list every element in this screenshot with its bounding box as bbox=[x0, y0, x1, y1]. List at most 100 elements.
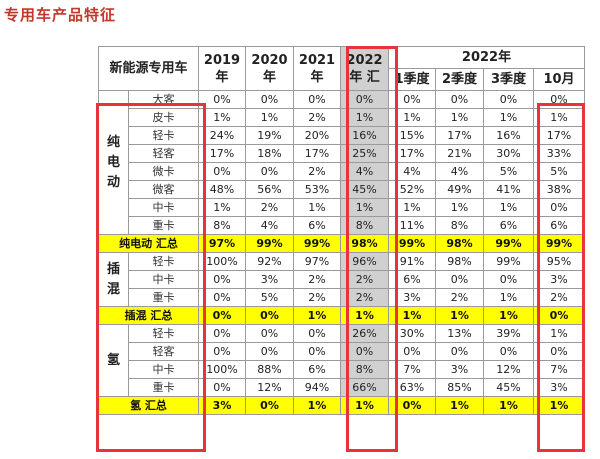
total-value-cell: 99% bbox=[245, 234, 295, 253]
value-cell: 100% bbox=[198, 360, 247, 379]
total-value-cell: 1% bbox=[435, 396, 485, 415]
value-cell: 0% bbox=[340, 90, 390, 109]
value-cell: 96% bbox=[340, 252, 390, 271]
total-row: 插混 汇总 0% 0% 1% 1% 1% 1% 1% 0% bbox=[97, 306, 586, 325]
value-cell: 100% bbox=[198, 252, 247, 271]
value-cell: 95% bbox=[533, 252, 586, 271]
value-cell: 0% bbox=[533, 198, 586, 217]
year-header-2019: 2019 年 bbox=[198, 46, 247, 91]
total-value-cell: 0% bbox=[245, 306, 295, 325]
value-cell: 15% bbox=[388, 126, 437, 145]
value-cell: 85% bbox=[435, 378, 485, 397]
quarter-header-q2: 2季度 bbox=[435, 68, 485, 91]
value-cell: 2% bbox=[533, 288, 586, 307]
value-cell: 0% bbox=[388, 342, 437, 361]
table-row: 轻卡 24% 19% 20% 16% 15% 17% 16% 17% bbox=[99, 126, 586, 145]
value-cell: 21% bbox=[435, 144, 485, 163]
subtype-label: 重卡 bbox=[127, 216, 200, 235]
value-cell: 3% bbox=[533, 378, 586, 397]
table-row: 微卡 0% 0% 2% 4% 4% 4% 5% 5% bbox=[99, 162, 586, 181]
value-cell: 0% bbox=[435, 342, 485, 361]
value-cell: 0% bbox=[483, 342, 535, 361]
page-title: 专用车产品特征 bbox=[4, 6, 117, 24]
value-cell: 8% bbox=[340, 216, 390, 235]
subtype-label: 中卡 bbox=[127, 270, 200, 289]
total-value-cell: 1% bbox=[483, 306, 535, 325]
corner-header: 新能源专用车 bbox=[97, 46, 200, 91]
value-cell: 97% bbox=[293, 252, 342, 271]
ev-special-vehicle-table: 新能源专用车 2019 年 2020 年 2021 年 2022 年 汇 2022年 1… bbox=[97, 46, 586, 415]
value-cell: 48% bbox=[198, 180, 247, 199]
value-cell: 41% bbox=[483, 180, 535, 199]
table-row: 中卡 0% 3% 2% 2% 6% 0% 0% 3% bbox=[99, 270, 586, 289]
subtype-label: 重卡 bbox=[127, 288, 200, 307]
value-cell: 2% bbox=[245, 198, 295, 217]
table-row: 重卡 0% 5% 2% 2% 3% 2% 1% 2% bbox=[99, 288, 586, 307]
value-cell: 5% bbox=[483, 162, 535, 181]
value-cell: 1% bbox=[388, 198, 437, 217]
value-cell: 0% bbox=[435, 90, 485, 109]
value-cell: 16% bbox=[483, 126, 535, 145]
total-label: 插混 汇总 bbox=[97, 306, 200, 325]
subtype-label: 轻客 bbox=[127, 342, 200, 361]
value-cell: 1% bbox=[483, 108, 535, 127]
value-cell: 6% bbox=[533, 216, 586, 235]
value-cell: 1% bbox=[293, 198, 342, 217]
value-cell: 0% bbox=[198, 90, 247, 109]
value-cell: 0% bbox=[245, 162, 295, 181]
value-cell: 0% bbox=[533, 342, 586, 361]
table-row: 微客 48% 56% 53% 45% 52% 49% 41% 38% bbox=[99, 180, 586, 199]
value-cell: 1% bbox=[340, 198, 390, 217]
value-cell: 6% bbox=[293, 216, 342, 235]
subtype-label: 中卡 bbox=[127, 198, 200, 217]
total-value-cell: 99% bbox=[388, 234, 437, 253]
total-value-cell: 0% bbox=[533, 306, 586, 325]
value-cell: 3% bbox=[435, 360, 485, 379]
value-cell: 0% bbox=[198, 378, 247, 397]
value-cell: 45% bbox=[483, 378, 535, 397]
value-cell: 1% bbox=[388, 108, 437, 127]
value-cell: 8% bbox=[198, 216, 247, 235]
value-cell: 0% bbox=[483, 90, 535, 109]
value-cell: 0% bbox=[435, 270, 485, 289]
value-cell: 17% bbox=[533, 126, 586, 145]
value-cell: 20% bbox=[293, 126, 342, 145]
quarter-header-q3: 3季度 bbox=[483, 68, 535, 91]
value-cell: 0% bbox=[293, 324, 342, 343]
value-cell: 0% bbox=[198, 342, 247, 361]
value-cell: 1% bbox=[245, 108, 295, 127]
value-cell: 1% bbox=[483, 198, 535, 217]
value-cell: 26% bbox=[340, 324, 390, 343]
value-cell: 6% bbox=[388, 270, 437, 289]
value-cell: 66% bbox=[340, 378, 390, 397]
value-cell: 12% bbox=[483, 360, 535, 379]
value-cell: 39% bbox=[483, 324, 535, 343]
group-label: 氢 bbox=[98, 324, 129, 397]
total-value-cell: 3% bbox=[198, 396, 247, 415]
subtype-label: 微卡 bbox=[127, 162, 200, 181]
month-header-oct: 10月 bbox=[533, 68, 586, 91]
value-cell: 8% bbox=[340, 360, 390, 379]
value-cell: 0% bbox=[245, 342, 295, 361]
value-cell: 1% bbox=[435, 108, 485, 127]
value-cell: 1% bbox=[533, 324, 586, 343]
value-cell: 2% bbox=[293, 108, 342, 127]
value-cell: 24% bbox=[198, 126, 247, 145]
value-cell: 6% bbox=[483, 216, 535, 235]
total-value-cell: 99% bbox=[533, 234, 586, 253]
value-cell: 38% bbox=[533, 180, 586, 199]
total-value-cell: 97% bbox=[198, 234, 247, 253]
value-cell: 1% bbox=[435, 198, 485, 217]
subtype-label: 轻客 bbox=[127, 144, 200, 163]
value-cell: 30% bbox=[483, 144, 535, 163]
value-cell: 13% bbox=[435, 324, 485, 343]
value-cell: 0% bbox=[245, 90, 295, 109]
value-cell: 2% bbox=[293, 288, 342, 307]
table-row: 重卡 0% 12% 94% 66% 63% 85% 45% 3% bbox=[99, 378, 586, 397]
value-cell: 45% bbox=[340, 180, 390, 199]
value-cell: 4% bbox=[245, 216, 295, 235]
value-cell: 2% bbox=[435, 288, 485, 307]
table-row: 纯电动大客 0% 0% 0% 0% 0% 0% 0% 0% bbox=[98, 90, 586, 235]
subtype-label: 大客 bbox=[127, 90, 200, 109]
value-cell: 2% bbox=[293, 270, 342, 289]
